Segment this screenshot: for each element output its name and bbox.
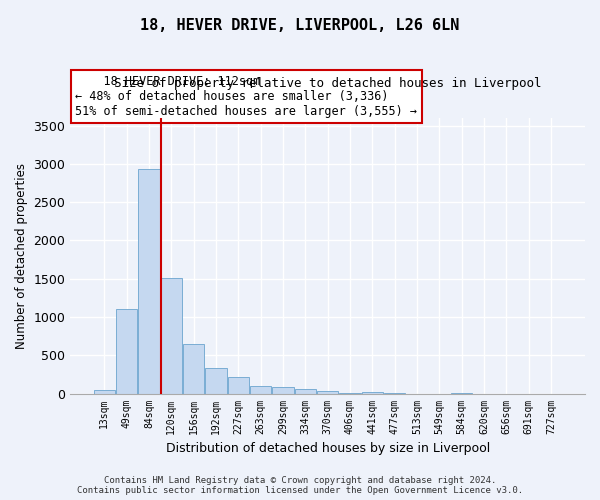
Text: 18 HEVER DRIVE: 112sqm
← 48% of detached houses are smaller (3,336)
51% of semi-: 18 HEVER DRIVE: 112sqm ← 48% of detached…: [76, 75, 418, 118]
Bar: [94, 390, 115, 394]
Bar: [227, 377, 249, 394]
Text: Contains HM Land Registry data © Crown copyright and database right 2024.
Contai: Contains HM Land Registry data © Crown c…: [77, 476, 523, 495]
Bar: [139, 170, 160, 394]
Bar: [116, 310, 137, 394]
Bar: [295, 388, 316, 394]
Text: 18, HEVER DRIVE, LIVERPOOL, L26 6LN: 18, HEVER DRIVE, LIVERPOOL, L26 6LN: [140, 18, 460, 32]
Y-axis label: Number of detached properties: Number of detached properties: [15, 163, 28, 349]
Bar: [272, 386, 293, 394]
Bar: [362, 392, 383, 394]
Title: Size of property relative to detached houses in Liverpool: Size of property relative to detached ho…: [114, 78, 541, 90]
Bar: [317, 391, 338, 394]
Bar: [183, 344, 204, 394]
X-axis label: Distribution of detached houses by size in Liverpool: Distribution of detached houses by size …: [166, 442, 490, 455]
Bar: [250, 386, 271, 394]
Bar: [205, 368, 227, 394]
Bar: [161, 278, 182, 394]
